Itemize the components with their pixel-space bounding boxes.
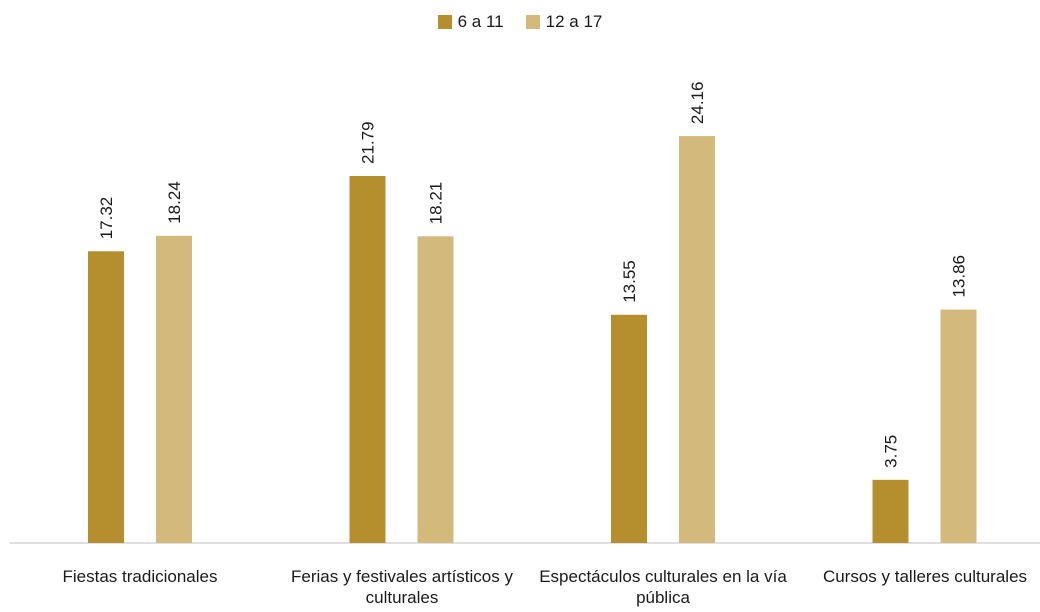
value-label-12-a-17-cat-2: 24.16: [688, 82, 707, 125]
value-label-6-a-11-cat-1: 21.79: [359, 121, 378, 164]
value-label-6-a-11-cat-0: 17.32: [97, 197, 116, 240]
bar-6-a-11-cat-3: [872, 479, 909, 543]
value-label-6-a-11-cat-3: 3.75: [882, 435, 901, 468]
value-label-12-a-17-cat-1: 18.21: [427, 182, 446, 225]
bar-12-a-17-cat-2: [679, 136, 715, 543]
category-label-cursos-talleres: Cursos y talleres culturales: [822, 567, 1028, 586]
category-label-fiestas-tradicionales: Fiestas tradicionales: [62, 567, 218, 586]
bar-12-a-17-cat-1: [417, 236, 454, 543]
bar-6-a-11-cat-1: [349, 175, 386, 544]
bar-12-a-17-cat-0: [156, 235, 192, 544]
category-label-espectaculos-culturales: Espectáculos culturales en la vía públic…: [539, 567, 787, 607]
legend-swatch-12-a-17: [525, 15, 540, 29]
bar-12-a-17-cat-3: [940, 309, 977, 543]
legend: 6 a 11 12 a 17: [0, 12, 1040, 32]
value-label-6-a-11-cat-2: 13.55: [620, 260, 639, 303]
legend-label-12-a-17: 12 a 17: [545, 12, 603, 31]
value-label-12-a-17-cat-3: 13.86: [950, 255, 969, 298]
category-label-ferias-festivales: Ferias y festivales artísticos y cultura…: [290, 567, 513, 607]
value-label-12-a-17-cat-0: 18.24: [165, 181, 184, 224]
legend-item-6-a-11: 6 a 11: [437, 12, 504, 32]
legend-label-6-a-11: 6 a 11: [457, 12, 504, 31]
bar-6-a-11-cat-2: [611, 314, 647, 543]
bar-6-a-11-cat-0: [88, 251, 124, 544]
legend-swatch-6-a-11: [437, 15, 452, 29]
legend-item-12-a-17: 12 a 17: [525, 12, 603, 32]
